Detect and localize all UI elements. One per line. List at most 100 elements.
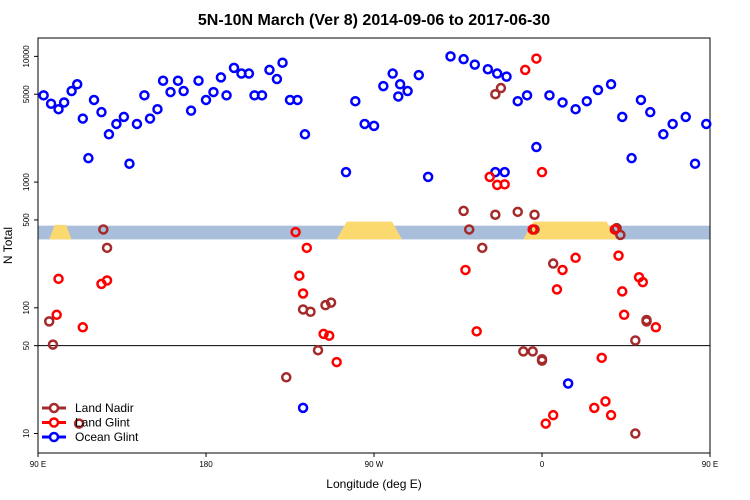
ocean-glint-point xyxy=(228,62,240,74)
ocean-glint-point xyxy=(350,95,361,107)
ocean-glint-point xyxy=(45,98,57,109)
ocean-glint-point xyxy=(340,166,352,178)
x-tick-label: 180 xyxy=(199,460,213,469)
ocean-glint-point xyxy=(118,111,130,123)
ocean-glint-point xyxy=(667,118,678,130)
ocean-glint-point xyxy=(499,166,510,178)
land-nadir-point xyxy=(43,316,55,327)
land-nadir-point xyxy=(512,206,523,218)
land-glint-point xyxy=(484,171,495,183)
y-tick-label: 50 xyxy=(22,341,31,350)
ocean-glint-point xyxy=(256,90,268,101)
land-nadir-point xyxy=(101,242,113,254)
land-nadir-point xyxy=(529,209,540,220)
land-nadir-point xyxy=(641,316,652,327)
ocean-glint-point xyxy=(157,75,169,86)
ocean-glint-point xyxy=(658,129,669,140)
ocean-glint-point xyxy=(557,97,568,108)
ocean-glint-point xyxy=(645,106,656,118)
ocean-glint-point xyxy=(635,94,647,106)
ocean-glint-point xyxy=(53,103,64,115)
ocean-glint-point xyxy=(221,90,232,101)
ocean-glint-point xyxy=(215,72,227,83)
land-glint-point xyxy=(617,286,628,297)
land-glint-point xyxy=(499,179,510,190)
ocean-glint-point xyxy=(378,80,389,92)
land-glint-point xyxy=(77,322,89,333)
x-tick-label: 90 E xyxy=(702,460,718,469)
land-glint-point xyxy=(609,224,621,235)
y-tick-label: 1000 xyxy=(22,173,31,191)
land-nadir-point xyxy=(47,339,59,350)
ocean-glint-point xyxy=(58,97,70,108)
land-glint-point xyxy=(471,326,482,337)
ocean-glint-point xyxy=(458,53,469,65)
land-nadir-point xyxy=(495,82,507,94)
land-glint-point xyxy=(547,409,559,421)
land-nadir-point xyxy=(630,335,641,346)
land-glint-point xyxy=(331,356,342,368)
y-tick-label: 500 xyxy=(22,213,31,227)
land-glint-point xyxy=(527,224,538,235)
land-glint-point xyxy=(531,53,542,64)
legend-ocean-glint-marker xyxy=(48,431,60,443)
ocean-glint-point xyxy=(394,79,406,90)
legend-land-nadir-marker xyxy=(48,402,60,414)
legend-ocean-glint-label: Ocean Glint xyxy=(75,430,139,444)
ocean-glint-point xyxy=(501,71,512,82)
land-nadir-point xyxy=(73,418,85,429)
land-glint-point xyxy=(600,396,611,407)
land-fill-patch xyxy=(523,221,617,240)
land-nadir-point xyxy=(518,346,529,357)
ocean-glint-point xyxy=(482,63,494,75)
y-axis-label: N Total xyxy=(1,227,15,264)
ocean-glint-point xyxy=(66,85,77,97)
land-glint-point xyxy=(589,402,600,414)
ocean-glint-point xyxy=(605,79,617,90)
land-glint-point xyxy=(297,288,309,299)
y-tick-label: 5000 xyxy=(22,85,31,103)
ocean-glint-point xyxy=(103,129,115,140)
y-tick-label: 100 xyxy=(22,301,31,315)
land-nadir-point xyxy=(325,297,337,308)
land-nadir-point xyxy=(490,209,501,220)
ocean-glint-point xyxy=(531,141,542,153)
land-glint-point xyxy=(551,284,563,295)
ocean-glint-point xyxy=(144,113,156,124)
ocean-glint-point xyxy=(359,118,370,130)
chart-title: 5N-10N March (Ver 8) 2014-09-06 to 2017-… xyxy=(198,12,550,29)
ocean-glint-point xyxy=(445,51,456,62)
land-glint-point xyxy=(290,226,301,238)
ocean-glint-point xyxy=(562,378,574,389)
axis-ticks-group: 90 E 180 90 W 0 90 E 10 50 100 500 1000 5000 10000 xyxy=(22,45,718,469)
ocean-glint-point xyxy=(172,75,184,86)
land-glint-point xyxy=(301,242,313,254)
ocean-glint-point xyxy=(292,94,303,106)
land-nadir-point xyxy=(305,306,316,318)
ocean-glint-point xyxy=(422,171,434,183)
ocean-glint-point xyxy=(680,111,691,123)
land-glint-point xyxy=(540,418,551,429)
land-glint-point xyxy=(519,64,531,76)
data-points-group xyxy=(38,51,712,439)
ocean-glint-point xyxy=(77,113,89,124)
ocean-glint-point xyxy=(512,95,523,107)
land-nadir-point xyxy=(527,346,538,357)
ocean-glint-point xyxy=(413,69,425,81)
ocean-glint-point xyxy=(581,95,593,107)
land-glint-point xyxy=(618,309,630,321)
x-tick-label: 90 W xyxy=(365,460,384,469)
land-glint-point xyxy=(51,309,62,321)
land-glint-point xyxy=(613,250,624,261)
ocean-glint-point xyxy=(402,85,413,97)
land-glint-point xyxy=(101,275,113,286)
land-ocean-band xyxy=(38,221,710,240)
land-glint-point xyxy=(557,264,568,276)
land-nadir-point xyxy=(615,229,626,241)
y-tick-label: 10000 xyxy=(22,45,31,68)
ocean-glint-point xyxy=(277,57,288,68)
land-nadir-point xyxy=(312,344,324,356)
land-glint-point xyxy=(596,352,607,364)
